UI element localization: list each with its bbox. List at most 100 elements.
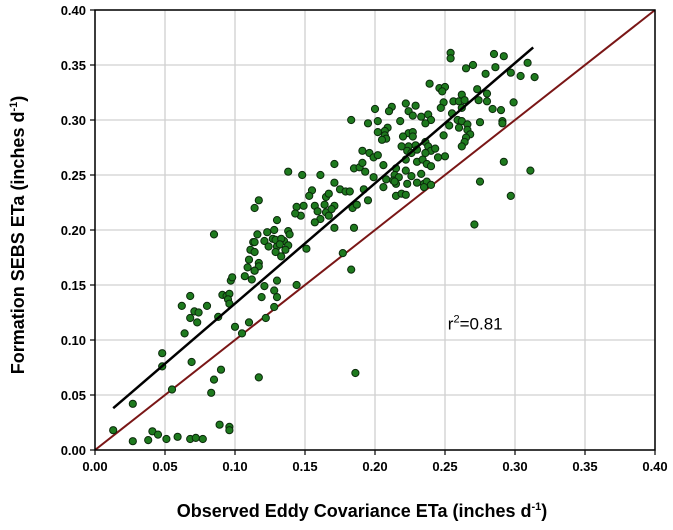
data-point [412,178,422,187]
data-point [257,293,266,302]
data-point [264,242,273,251]
data-point [237,329,247,338]
data-point [209,230,219,239]
data-point [401,190,410,199]
data-point [240,272,249,281]
data-point [445,121,454,130]
data-point [271,247,280,257]
data-point [180,329,189,338]
data-point [191,433,200,442]
data-point [499,157,508,166]
data-point [379,183,388,192]
data-point [285,230,294,239]
data-point [523,58,532,67]
data-point [411,101,420,110]
x-tick-label: 0.25 [432,459,457,474]
data-point [438,87,447,96]
data-point [299,201,308,210]
data-point [421,148,430,158]
data-point [330,223,339,232]
x-tick-label: 0.20 [362,459,387,474]
y-axis-label: Formation SEBS ETa (inches d-1) [8,96,28,375]
data-point [347,265,356,274]
data-point [177,301,186,310]
data-point [377,135,387,144]
plot-frame [94,9,656,451]
data-point [186,313,195,323]
data-point [298,170,307,180]
data-point [363,119,373,128]
data-point [272,293,282,302]
data-point [351,368,360,378]
data-point [324,189,333,198]
data-point [167,385,177,394]
data-point [260,282,269,291]
data-point [475,177,485,186]
data-point [215,420,224,429]
y-tick-label: 0.25 [61,168,86,183]
data-point [292,202,301,211]
data-point [338,249,347,258]
data-point [398,132,408,141]
data-point [254,196,263,205]
data-point [408,111,417,120]
data-point [506,68,515,77]
data-point [158,349,167,358]
data-point [403,179,412,188]
data-point [320,200,329,209]
data-point [474,96,483,105]
data-point [272,216,282,225]
data-point [373,128,382,137]
data-point [425,79,434,88]
y-tick-label: 0.10 [61,333,86,348]
data-point [439,131,448,140]
data-point [457,142,466,151]
data-point [390,177,399,186]
data-point [193,318,202,327]
data-point [473,85,482,94]
data-point [316,170,325,180]
data-point [194,308,203,317]
data-point [470,220,479,229]
data-point [454,123,464,132]
data-point [330,178,339,187]
data-point [526,166,535,175]
y-tick-label: 0.35 [61,58,86,73]
data-point [244,318,254,327]
data-point [417,169,426,178]
data-point [421,119,430,128]
data-point [417,112,426,121]
y-tick-label: 0.15 [61,278,86,293]
data-point [446,54,455,63]
data-point [202,301,212,310]
data-point [254,373,263,382]
data-point [186,291,195,301]
r-squared-annotation: r2=0.81 [448,314,503,334]
data-point [349,223,359,232]
data-point [506,191,515,200]
data-point [291,209,300,218]
reference-lines [94,9,656,451]
data-point [468,60,478,70]
data-point [250,247,259,257]
data-point [275,240,284,249]
data-point [284,167,293,176]
y-tick-label: 0.20 [61,223,86,238]
data-point [482,89,492,98]
data-point [436,103,445,113]
y-tick-label: 0.00 [61,443,86,458]
data-point [401,166,410,175]
data-point [509,98,518,107]
data-point [499,52,508,61]
data-point [396,117,405,126]
data-point [272,276,282,285]
data-point [481,69,490,78]
data-points [109,46,539,446]
data-point [440,152,450,161]
data-point [230,322,240,331]
data-point [270,225,279,235]
x-tick-label: 0.10 [222,459,247,474]
data-point [250,203,259,213]
data-point [498,119,507,128]
